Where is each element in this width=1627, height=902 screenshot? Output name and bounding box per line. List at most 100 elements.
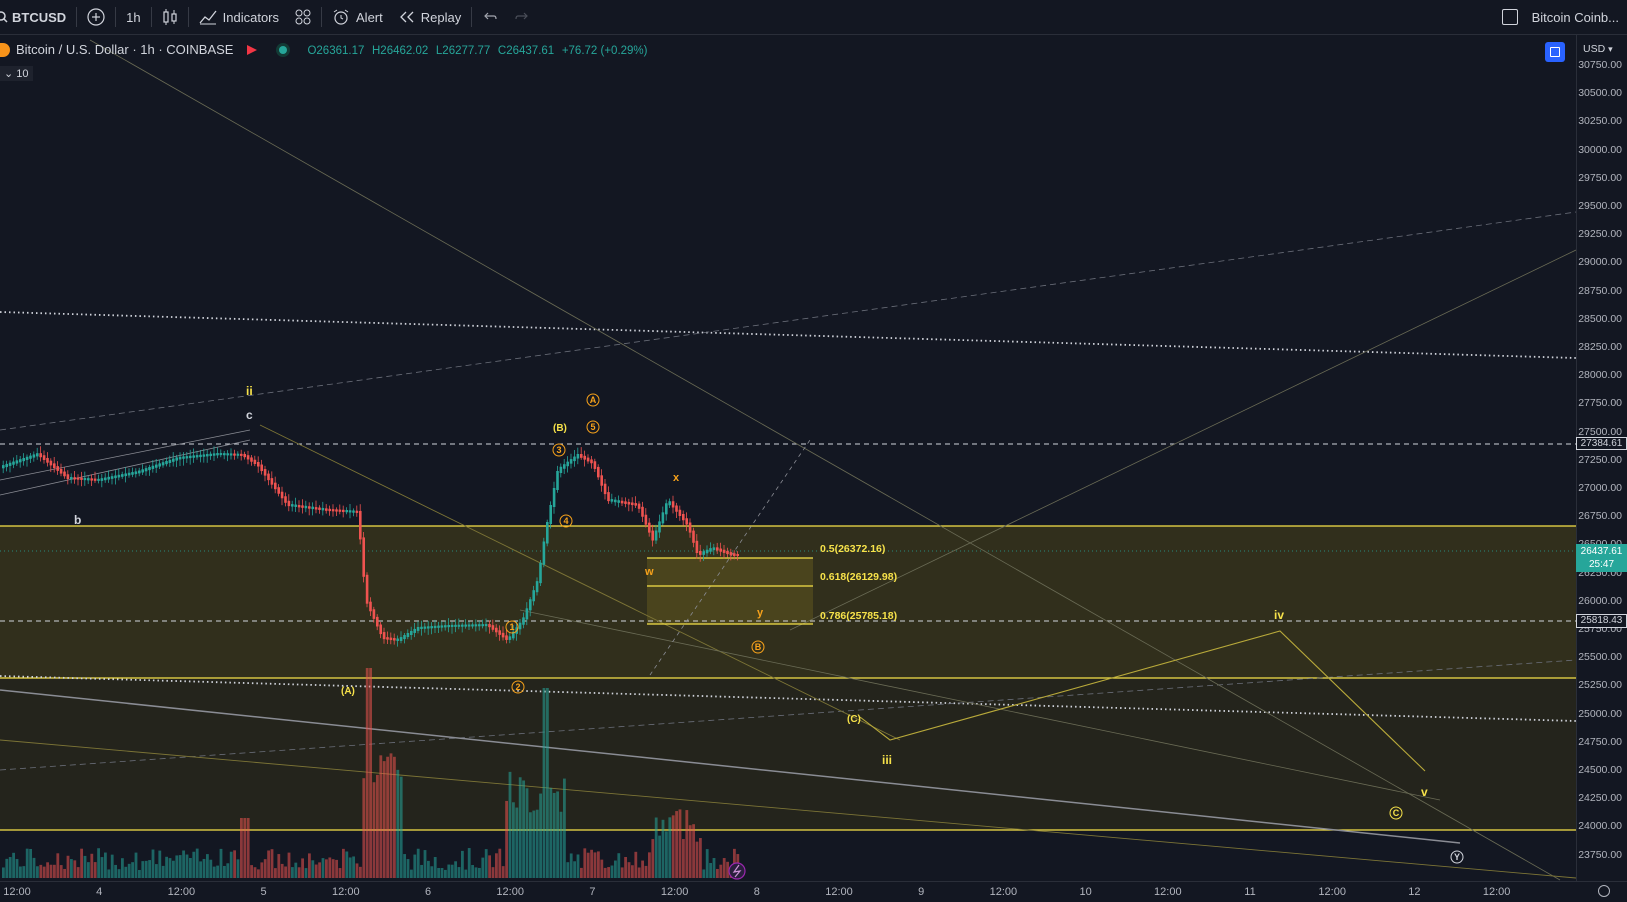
indicators-collapse-toggle[interactable]: ⌄ 10 <box>0 66 33 81</box>
volume-bar <box>688 825 692 878</box>
volume-bar <box>413 854 417 878</box>
interval-button[interactable]: 1h <box>118 0 148 34</box>
volume-bar <box>195 848 199 878</box>
templates-button[interactable] <box>287 0 319 34</box>
time-tick: 12:00 <box>1318 886 1346 898</box>
svg-text:A: A <box>590 395 597 405</box>
candle-body <box>495 627 498 633</box>
volume-bar <box>532 810 536 878</box>
candle-body <box>423 626 427 629</box>
candle-body <box>141 469 144 473</box>
currency-selector[interactable]: USD ▾ <box>1583 43 1613 55</box>
volume-bar <box>131 862 134 878</box>
candle-body <box>437 625 440 628</box>
chevron-down-icon: ▾ <box>1608 44 1613 54</box>
flag-icon[interactable] <box>247 44 258 55</box>
volume-bar <box>318 862 321 878</box>
volume-bar <box>600 859 604 878</box>
candle-body <box>420 626 423 629</box>
volume-bar <box>223 865 226 878</box>
alert-button[interactable]: Alert <box>324 0 391 34</box>
time-tick: 6 <box>424 886 432 898</box>
candle-body <box>736 554 739 556</box>
redo-button[interactable] <box>506 0 538 34</box>
volume-bar <box>138 869 141 878</box>
undo-button[interactable] <box>474 0 506 34</box>
checkbox-icon[interactable] <box>1501 9 1518 25</box>
volume-bar <box>682 839 685 878</box>
volume-bar <box>467 848 471 878</box>
compare-add-button[interactable] <box>79 0 113 34</box>
volume-bar <box>93 862 97 878</box>
compare-symbol-toggle[interactable]: Bitcoin Coinb... <box>1494 0 1627 34</box>
volume-bar <box>593 852 597 878</box>
candle-body <box>93 478 97 481</box>
volume-bar <box>685 810 689 878</box>
candle-body <box>685 518 688 525</box>
chart-type-button[interactable] <box>154 0 186 34</box>
time-tick: 11 <box>1244 886 1256 898</box>
candle-body <box>719 548 722 552</box>
volume-bar <box>314 864 318 878</box>
diag-line-7 <box>0 439 251 496</box>
volume-bar <box>97 848 100 878</box>
indicators-button[interactable]: Indicators <box>191 0 287 34</box>
volume-bar <box>566 862 570 878</box>
price-axis[interactable]: USD ▾ 30750.00 30500.00 30250.00 30000.00 29… <box>1576 35 1627 881</box>
candle-body <box>631 502 634 506</box>
symbol-search[interactable]: BTCUSD <box>0 0 74 34</box>
volume-bar <box>257 869 260 878</box>
volume-bar <box>165 856 168 878</box>
volume-bar <box>573 861 576 878</box>
volume-bar <box>369 668 372 878</box>
search-icon <box>0 11 8 23</box>
chart-legend: Bitcoin / U.S. Dollar · 1h · COINBASE O2… <box>0 42 647 57</box>
candle-body <box>280 491 284 499</box>
volume-bar <box>144 860 148 878</box>
alert-label: Alert <box>356 9 383 25</box>
volume-bar <box>410 869 413 878</box>
candle-body <box>49 460 53 466</box>
candle-body <box>321 507 325 511</box>
volume-bar <box>546 688 549 878</box>
volume-bar <box>206 854 209 878</box>
volume-bar <box>416 848 420 878</box>
candle-body <box>144 468 148 472</box>
price-chart[interactable]: 0.5(26372.16) 0.618(26129.98) 0.786(2578… <box>0 35 1576 881</box>
volume-bar <box>597 851 600 878</box>
settings-icon[interactable] <box>1598 885 1610 897</box>
time-tick: 12:00 <box>167 886 196 898</box>
volume-bar <box>284 866 287 878</box>
volume-bar <box>590 849 593 878</box>
volume-bar <box>121 858 124 878</box>
alarm-clock-icon <box>333 9 349 25</box>
candle-body <box>155 464 158 468</box>
candle-body <box>634 503 637 506</box>
scale-button[interactable] <box>1545 42 1565 62</box>
volume-bar <box>216 865 219 878</box>
volume-bar <box>627 862 631 878</box>
replay-button[interactable]: Replay <box>391 0 469 34</box>
candle-body <box>665 503 668 515</box>
volume-bar <box>219 848 223 878</box>
candle-body <box>576 454 580 459</box>
volume-bar <box>280 863 284 878</box>
volume-bar <box>233 850 236 878</box>
volume-bar <box>161 865 165 878</box>
lightning-icon[interactable] <box>728 862 746 880</box>
time-axis[interactable]: 12:00 4 12:00 5 12:00 6 12:00 7 12:00 8 12:00 9 12:0… <box>0 881 1627 902</box>
wave-circle-4: 4 <box>559 514 573 528</box>
candle-body <box>393 638 396 641</box>
time-tick: 7 <box>589 886 596 898</box>
volume-bar <box>389 753 393 878</box>
price-tick: 24750.00 <box>1578 735 1622 748</box>
candle-body <box>90 478 93 481</box>
candle-body <box>148 466 151 471</box>
volume-bar <box>331 859 335 878</box>
candle-body <box>352 510 355 513</box>
volume-bar <box>90 853 94 878</box>
fib-zone-lower <box>0 678 1576 830</box>
price-tick: 25000.00 <box>1578 707 1622 720</box>
volume-bar <box>474 867 478 878</box>
volume-bar <box>719 864 723 878</box>
